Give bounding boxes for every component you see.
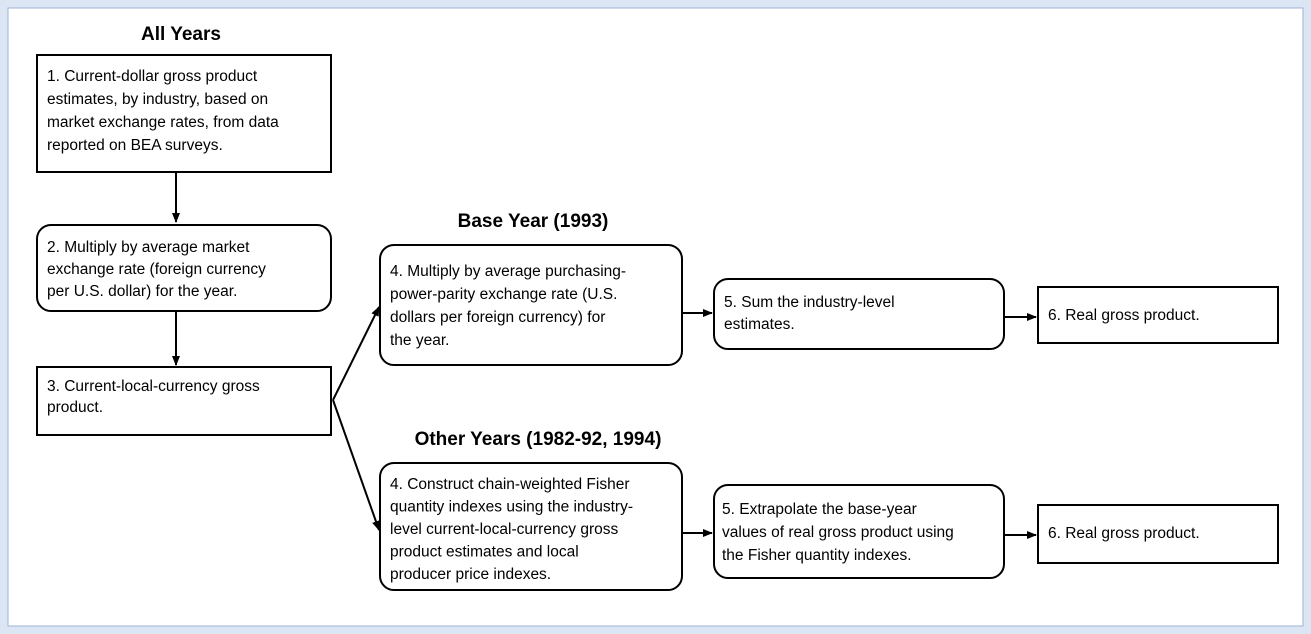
heading: Other Years (1982-92, 1994) <box>415 429 662 450</box>
node-text: the Fisher quantity indexes. <box>722 547 912 564</box>
node-text: product. <box>47 399 103 416</box>
node-text: product estimates and local <box>390 544 579 561</box>
box <box>713 484 1005 579</box>
node-text: estimates. <box>724 316 795 333</box>
node-text: power-parity exchange rate (U.S. <box>390 286 617 303</box>
box <box>379 462 683 591</box>
node-text: values of real gross product using <box>722 524 954 541</box>
node-text: reported on BEA surveys. <box>47 137 223 154</box>
node-text: 6. Real gross product. <box>1048 307 1200 324</box>
node-text: 6. Real gross product. <box>1048 525 1200 542</box>
box <box>1037 504 1279 564</box>
box <box>36 366 332 436</box>
node-text: estimates, by industry, based on <box>47 91 268 108</box>
arrow <box>332 306 380 401</box>
node-text: per U.S. dollar) for the year. <box>47 283 237 300</box>
heading: All Years <box>141 24 221 45</box>
node-text: level current-local-currency gross <box>390 521 619 538</box>
heading: Base Year (1993) <box>458 211 609 232</box>
node-text: 4. Multiply by average purchasing- <box>390 263 626 280</box>
box <box>36 54 332 173</box>
node-text: the year. <box>390 332 449 349</box>
node-text: dollars per foreign currency) for <box>390 309 605 326</box>
node-text: market exchange rates, from data <box>47 114 279 131</box>
box <box>1037 286 1279 344</box>
node-text: producer price indexes. <box>390 566 551 583</box>
node-text: quantity indexes using the industry- <box>390 499 633 516</box>
node-text: 5. Extrapolate the base-year <box>722 501 917 518</box>
node-text: 4. Construct chain-weighted Fisher <box>390 476 630 493</box>
box <box>379 244 683 366</box>
box <box>36 224 332 312</box>
box <box>713 278 1005 350</box>
arrow <box>332 399 380 531</box>
node-text: exchange rate (foreign currency <box>47 261 266 278</box>
node-text: 1. Current-dollar gross product <box>47 68 258 85</box>
node-text: 5. Sum the industry-level <box>724 294 895 311</box>
node-text: 2. Multiply by average market <box>47 239 250 256</box>
node-text: 3. Current-local-currency gross <box>47 378 260 395</box>
